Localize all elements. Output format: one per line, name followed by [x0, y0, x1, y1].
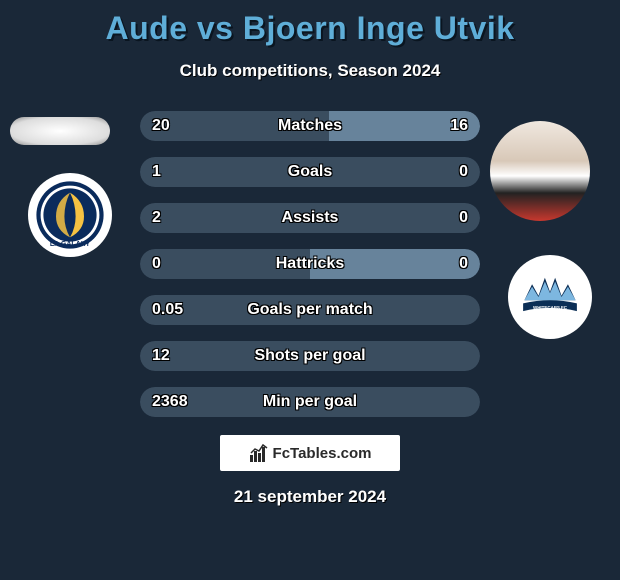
- comparison-date: 21 september 2024: [0, 487, 620, 507]
- chart-icon: [249, 443, 269, 463]
- svg-text:WHITECAPS FC: WHITECAPS FC: [533, 305, 568, 310]
- player-left-avatar: [10, 117, 110, 145]
- stat-label: Assists: [140, 203, 480, 233]
- stat-label: Goals per match: [140, 295, 480, 325]
- branding-text: FcTables.com: [273, 445, 372, 462]
- stat-row: 12Shots per goal: [140, 341, 480, 371]
- stat-label: Hattricks: [140, 249, 480, 279]
- stat-row: 2016Matches: [140, 111, 480, 141]
- comparison-title: Aude vs Bjoern Inge Utvik: [0, 0, 620, 47]
- player-left-club-badge: LA GALAXY: [28, 173, 112, 257]
- stat-row: 10Goals: [140, 157, 480, 187]
- stat-row: 00Hattricks: [140, 249, 480, 279]
- stat-label: Shots per goal: [140, 341, 480, 371]
- branding-badge[interactable]: FcTables.com: [220, 435, 400, 471]
- whitecaps-icon: WHITECAPS FC: [518, 265, 582, 329]
- comparison-content: LA GALAXY WHITECAPS FC 2016Matches 10Goal…: [0, 111, 620, 417]
- player-right-club-badge: WHITECAPS FC: [508, 255, 592, 339]
- stat-label: Goals: [140, 157, 480, 187]
- svg-text:LA GALAXY: LA GALAXY: [50, 241, 91, 248]
- player-right-avatar: [490, 121, 590, 221]
- stat-row: 0.05Goals per match: [140, 295, 480, 325]
- stat-row: 2368Min per goal: [140, 387, 480, 417]
- comparison-subtitle: Club competitions, Season 2024: [0, 61, 620, 81]
- stat-label: Matches: [140, 111, 480, 141]
- la-galaxy-icon: LA GALAXY: [35, 180, 105, 250]
- stat-bars-container: 2016Matches 10Goals 20Assists 00Hattricks 0.…: [140, 111, 480, 417]
- stat-label: Min per goal: [140, 387, 480, 417]
- stat-row: 20Assists: [140, 203, 480, 233]
